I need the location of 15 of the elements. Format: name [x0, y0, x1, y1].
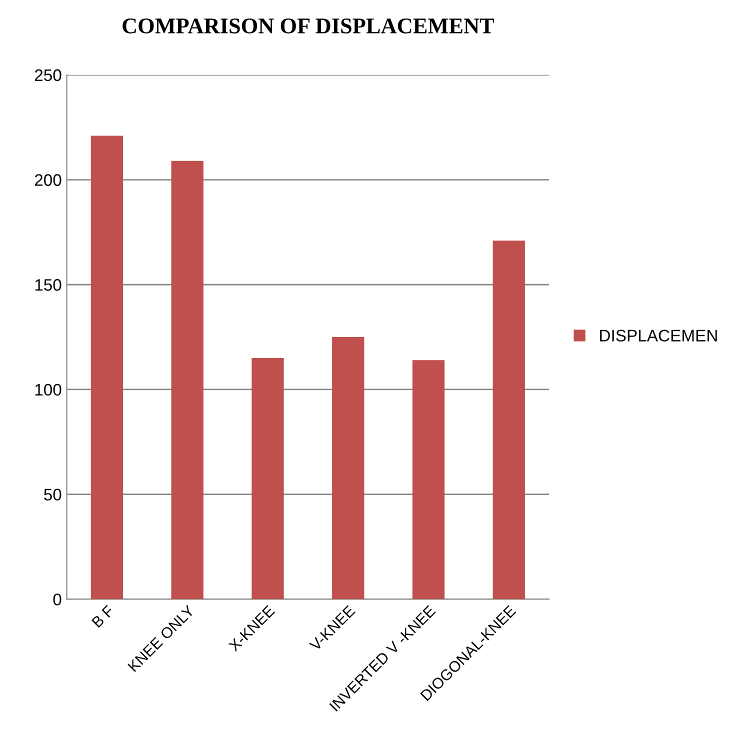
y-tick-label: 250: [34, 69, 62, 82]
legend-label: DISPLACEMEN: [600, 330, 717, 342]
y-tick-label: 200: [34, 174, 62, 186]
y-tick-label: 100: [35, 384, 62, 396]
y-tick-label: 50: [44, 488, 62, 501]
x-tick-label: B F: [91, 604, 114, 628]
bar: [492, 240, 525, 600]
bar: [332, 337, 364, 600]
y-tick-label: 0: [53, 594, 62, 606]
bar: [90, 136, 124, 600]
bar: [412, 360, 445, 600]
chart-title: COMPARISON OF DISPLACEMENT: [122, 18, 494, 34]
y-tick-label: 150: [35, 279, 62, 291]
bar: [171, 160, 204, 600]
bar: [252, 358, 284, 600]
